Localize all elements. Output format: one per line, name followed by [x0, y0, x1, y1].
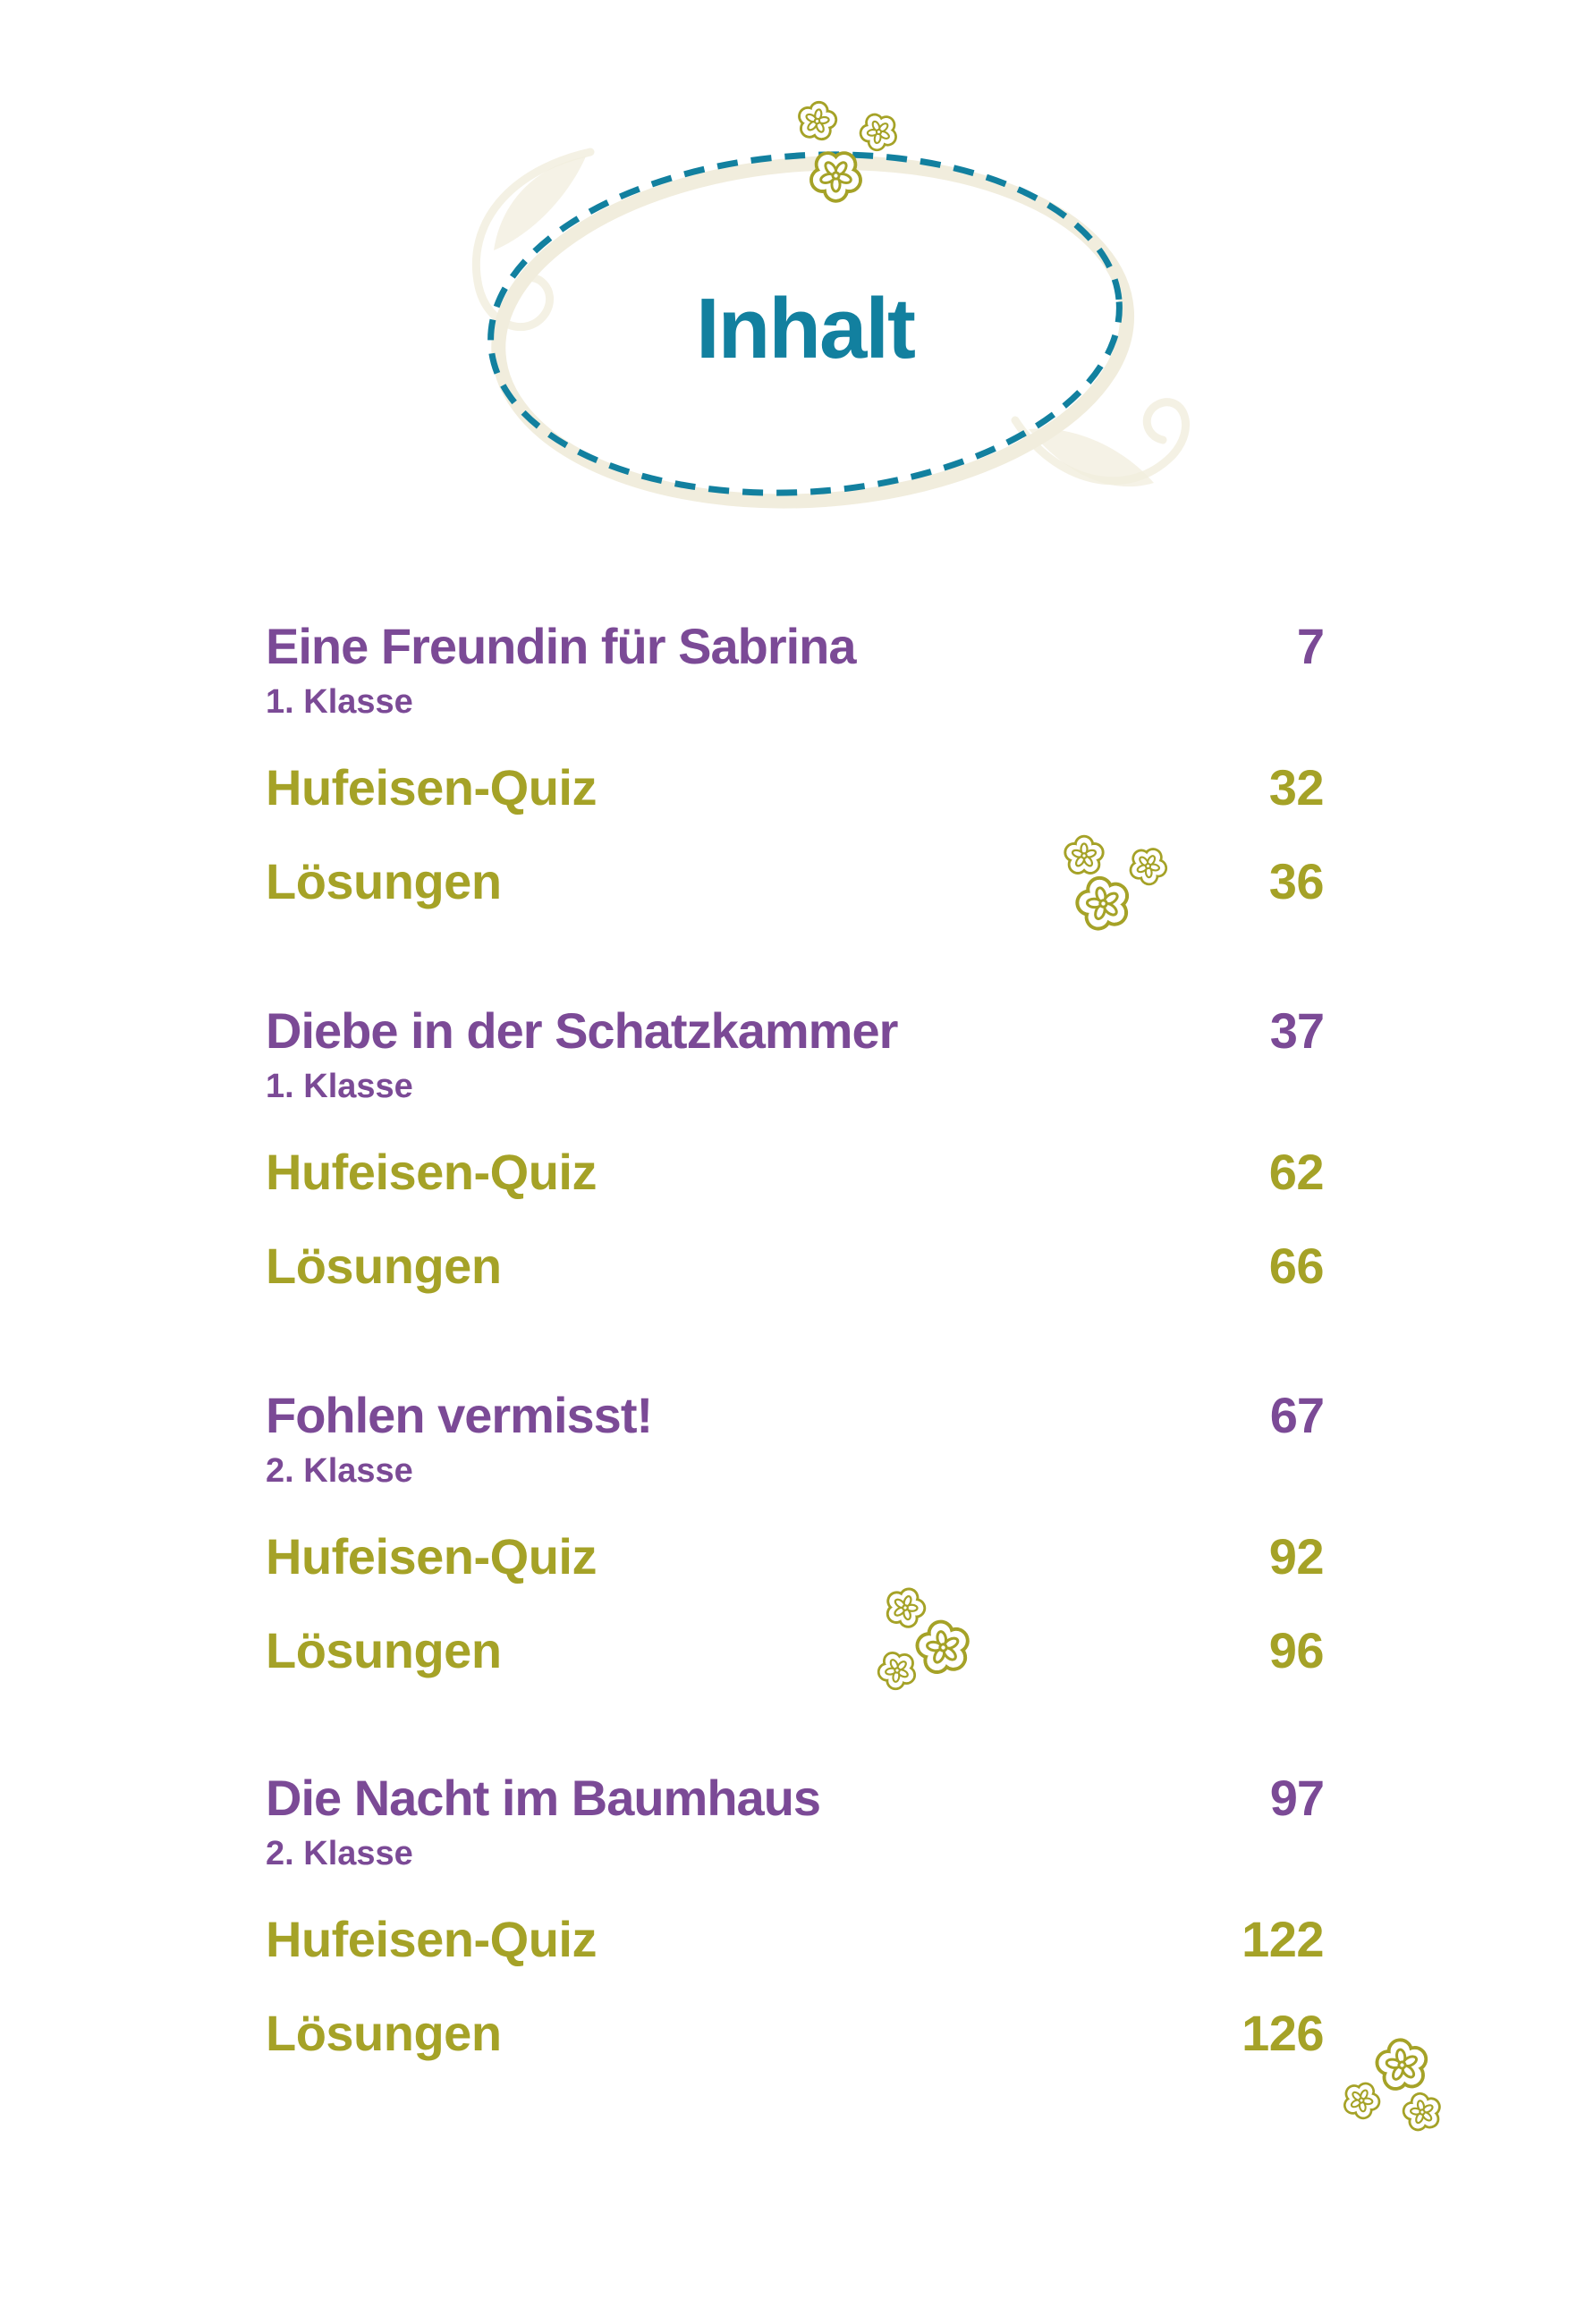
- toc-entry-solutions: Lösungen 66: [266, 1238, 1325, 1294]
- toc-entry-solutions: Lösungen 96: [266, 1622, 1325, 1678]
- solutions-label: Lösungen: [266, 1622, 502, 1678]
- toc-page-number: 66: [1268, 1238, 1325, 1294]
- toc-page-number: 36: [1268, 853, 1325, 909]
- quiz-label: Hufeisen-Quiz: [266, 1911, 597, 1967]
- toc-page-number: 92: [1268, 1528, 1325, 1585]
- toc-grade-level: 1. Klasse: [266, 1068, 413, 1105]
- flower-icon: [1062, 833, 1106, 878]
- toc-entry-quiz: Hufeisen-Quiz 32: [266, 759, 1325, 816]
- toc-section: Eine Freundin für Sabrina 7 1. Klasse Hu…: [266, 618, 1325, 909]
- toc-entry-quiz: Hufeisen-Quiz 122: [266, 1912, 1324, 1967]
- quiz-label: Hufeisen-Quiz: [266, 759, 597, 816]
- story-title: Die Nacht im Baumhaus: [266, 1770, 821, 1826]
- flower-icon: [1369, 2032, 1435, 2098]
- toc-page-number: 122: [1242, 1911, 1324, 1967]
- toc-section: Die Nacht im Baumhaus 97 2. Klasse Hufei…: [266, 1770, 1325, 2061]
- toc-entry-title: Fohlen vermisst! 67: [266, 1387, 1325, 1443]
- toc-page-number: 32: [1268, 759, 1325, 816]
- toc-entry-title: Diebe in der Schatzkammer 37: [266, 1002, 1325, 1059]
- story-title: Eine Freundin für Sabrina: [266, 618, 857, 674]
- flower-icon: [851, 104, 906, 159]
- flower-icon: [909, 1613, 979, 1683]
- story-title: Diebe in der Schatzkammer: [266, 1002, 898, 1059]
- toc-entry-solutions: Lösungen 126: [266, 2006, 1324, 2061]
- toc-entry-title: Eine Freundin für Sabrina 7: [266, 618, 1325, 674]
- toc-page-number: 62: [1268, 1144, 1325, 1200]
- page-title: Inhalt: [696, 281, 916, 376]
- toc-page-number: 96: [1268, 1622, 1325, 1678]
- solutions-label: Lösungen: [266, 2005, 502, 2061]
- toc-grade-level: 1. Klasse: [266, 683, 413, 721]
- solutions-label: Lösungen: [266, 853, 502, 909]
- toc-entry-quiz: Hufeisen-Quiz 92: [266, 1528, 1325, 1585]
- toc-entry-title: Die Nacht im Baumhaus 97: [266, 1770, 1325, 1826]
- toc-grade-level: 2. Klasse: [266, 1835, 413, 1872]
- solutions-label: Lösungen: [266, 1238, 502, 1294]
- toc-grade-level: 2. Klasse: [266, 1452, 413, 1490]
- toc-section: Fohlen vermisst! 67 2. Klasse Hufeisen-Q…: [266, 1387, 1325, 1678]
- toc-page-number: 67: [1269, 1387, 1325, 1443]
- quiz-label: Hufeisen-Quiz: [266, 1528, 597, 1585]
- toc-entry-solutions: Lösungen 36: [266, 853, 1325, 909]
- toc-page-number: 37: [1269, 1002, 1325, 1059]
- toc-section: Diebe in der Schatzkammer 37 1. Klasse H…: [266, 1002, 1325, 1294]
- story-title: Fohlen vermisst!: [266, 1387, 653, 1443]
- toc-entry-quiz: Hufeisen-Quiz 62: [266, 1144, 1325, 1200]
- toc-page-number: 7: [1296, 618, 1325, 674]
- quiz-label: Hufeisen-Quiz: [266, 1144, 597, 1200]
- toc-page-number: 126: [1242, 2005, 1324, 2061]
- toc-page-number: 97: [1269, 1770, 1325, 1826]
